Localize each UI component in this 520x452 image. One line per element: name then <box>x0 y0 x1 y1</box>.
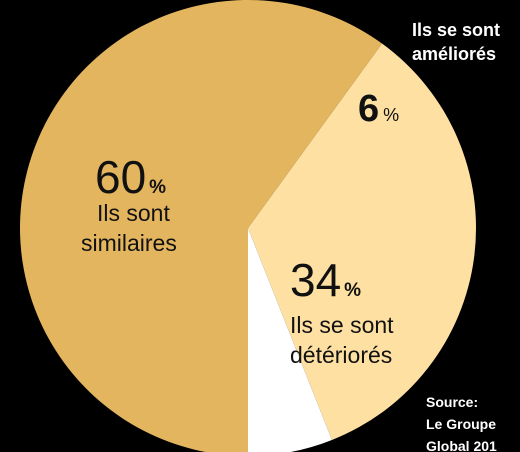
slice-unit-improved: % <box>383 105 399 125</box>
source-line2: Le Groupe <box>426 416 496 432</box>
slice-value-improved: 6 <box>358 88 379 130</box>
slice-label-similar-line2: similaires <box>81 230 177 256</box>
source-line1: Source: <box>426 394 478 410</box>
slice-value-deteriorated: 34 <box>290 254 341 306</box>
slice-label-improved-line2: améliorés <box>412 44 496 64</box>
svg-text:60%: 60% <box>95 151 166 203</box>
svg-text:34%: 34% <box>290 254 361 306</box>
slice-label-similar-line1: Ils sont <box>97 200 170 226</box>
pie-slices <box>20 0 477 452</box>
slice-label-deteriorated-line1: Ils se sont <box>290 312 394 338</box>
slice-label-similar: 60% Ils sont similaires <box>81 151 177 256</box>
slice-unit-deteriorated: % <box>344 280 361 301</box>
slice-label-deteriorated-line2: détériorés <box>290 342 392 368</box>
slice-unit-similar: % <box>149 177 166 198</box>
slice-improved <box>248 228 332 452</box>
source-line3: Global 201 <box>426 438 497 452</box>
slice-label-deteriorated: 34% Ils se sont détériorés <box>290 254 394 368</box>
slice-similar <box>20 0 383 452</box>
slice-deteriorated <box>248 43 477 440</box>
slice-value-improved-group: 6% <box>358 88 399 130</box>
slice-value-similar: 60 <box>95 151 146 203</box>
slice-label-improved-line1: Ils se sont <box>412 20 500 40</box>
